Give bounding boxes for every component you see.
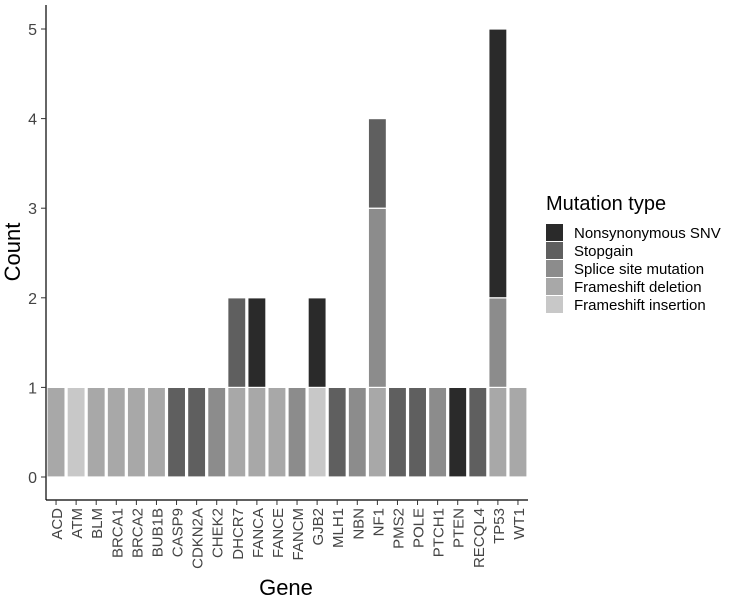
y-tick-label: 3 (28, 201, 37, 218)
legend-swatch (546, 224, 563, 241)
bar-mlh1-stopgain (327, 386, 347, 478)
bar-casp9-stopgain (166, 386, 187, 478)
x-tick-label: MLH1 (330, 508, 347, 548)
axes-layer (41, 5, 528, 505)
x-tick-label: TP53 (491, 508, 508, 544)
bar-pms2-stopgain (387, 386, 408, 478)
legend-swatch (546, 242, 563, 259)
x-tick-label: PTEN (451, 508, 468, 548)
y-tick-label: 1 (28, 380, 37, 397)
bar-nf1-frameshift-deletion (367, 386, 388, 478)
legend-swatch (546, 260, 563, 277)
x-tick-label: NBN (350, 508, 367, 540)
bar-dhcr7-frameshift-deletion (227, 386, 247, 478)
x-axis-label: Gene (259, 575, 313, 598)
x-tick-label: NF1 (370, 508, 387, 536)
bar-fanca-frameshift-deletion (247, 386, 267, 478)
x-tick-label: FANCE (270, 508, 287, 558)
bar-fanca-nonsynonymous-snv (247, 297, 267, 388)
y-axis-label: Count (0, 223, 25, 282)
x-tick-label: CASP9 (170, 508, 187, 557)
x-tick-label: FANCM (290, 508, 307, 561)
x-tick-label: CDKN2A (190, 508, 207, 569)
bar-tp53-frameshift-deletion (488, 386, 508, 478)
y-tick-label: 5 (28, 22, 37, 39)
x-tick-label: BRCA2 (129, 508, 146, 558)
x-tick-label: BRCA1 (109, 508, 126, 558)
x-tick-labels: ACD ATM BLM BRCA1 BRCA2 BUB1B CASP9 CDKN2A CHEK2… (49, 508, 528, 569)
bar-acd-frameshift-deletion (46, 386, 66, 478)
bar-tp53-nonsynonymous-snv (488, 28, 508, 299)
y-tick-labels: 0 1 2 3 4 5 (28, 22, 37, 487)
legend-label: Stopgain (574, 243, 633, 260)
x-tick-label: PTCH1 (431, 508, 448, 557)
x-tick-label: RECQL4 (471, 508, 488, 568)
bar-recql4-stopgain (468, 386, 488, 478)
x-tick-label: GJB2 (310, 508, 327, 546)
bar-ptch1-splice-site-mutation (427, 386, 448, 478)
bar-nbn-splice-site-mutation (347, 386, 367, 478)
bar-pten-nonsynonymous-snv (448, 386, 468, 478)
bar-wt1-frameshift-deletion (508, 386, 528, 478)
bar-blm-frameshift-deletion (86, 386, 106, 478)
bar-nf1-splice-site-mutation (367, 207, 388, 388)
legend-label: Nonsynonymous SNV (574, 225, 721, 242)
x-tick-label: ATM (69, 508, 86, 539)
bar-brca2-frameshift-deletion (126, 386, 147, 478)
bar-pole-stopgain (407, 386, 428, 478)
legend-label: Splice site mutation (574, 261, 704, 278)
x-tick-label: POLE (411, 508, 428, 548)
legend-title: Mutation type (546, 193, 666, 215)
legend-label: Frameshift deletion (574, 279, 702, 296)
bar-dhcr7-stopgain (227, 297, 247, 388)
bar-nf1-stopgain (367, 117, 388, 209)
bar-bub1b-frameshift-deletion (146, 386, 167, 478)
x-tick-label: ACD (49, 508, 66, 540)
bar-fance-frameshift-deletion (267, 386, 287, 478)
legend-swatch (546, 278, 563, 295)
legend-label: Frameshift insertion (574, 297, 706, 314)
bar-fancm-splice-site-mutation (287, 386, 307, 478)
legend: Mutation type Nonsynonymous SNVStopgainS… (546, 193, 721, 314)
x-tick-label: FANCA (250, 508, 267, 558)
x-tick-label: DHCR7 (230, 508, 247, 560)
x-tick-label: PMS2 (390, 508, 407, 549)
bar-brca1-frameshift-deletion (106, 386, 126, 478)
x-tick-label: WT1 (511, 508, 528, 540)
bar-gjb2-nonsynonymous-snv (307, 297, 327, 388)
y-tick-label: 0 (28, 470, 37, 487)
bar-gjb2-frameshift-insertion (307, 386, 327, 478)
y-tick-label: 4 (28, 112, 37, 129)
bar-chek2-splice-site-mutation (207, 386, 227, 478)
legend-swatch (546, 296, 563, 313)
bars-layer (46, 28, 528, 478)
y-tick-label: 2 (28, 291, 37, 308)
bar-atm-frameshift-insertion (66, 386, 86, 478)
bar-tp53-splice-site-mutation (488, 297, 508, 388)
x-tick-label: CHEK2 (210, 508, 227, 558)
bar-cdkn2a-stopgain (186, 386, 207, 478)
x-tick-label: BLM (89, 508, 106, 539)
x-tick-label: BUB1B (149, 508, 166, 557)
